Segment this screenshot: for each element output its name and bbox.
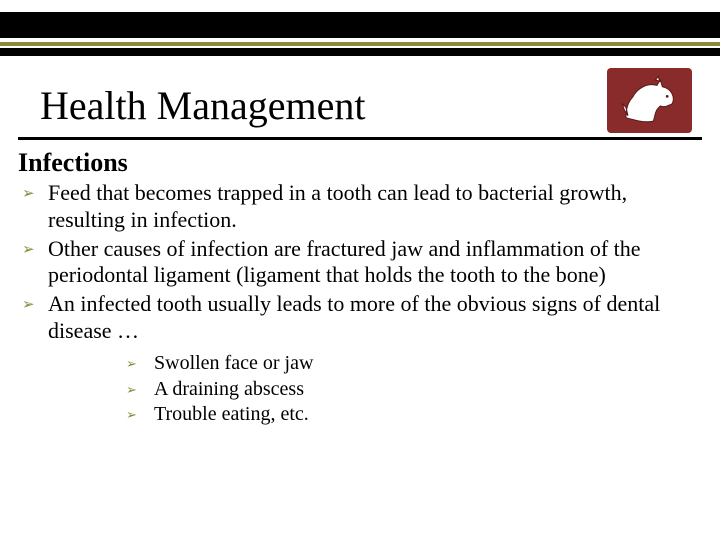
header-black-band-bottom: [0, 48, 720, 56]
title-underline: [18, 137, 702, 140]
main-bullet-list: ➢ Feed that becomes trapped in a tooth c…: [18, 180, 702, 345]
list-item: ➢ An infected tooth usually leads to mor…: [18, 291, 702, 345]
bullet-icon: ➢: [18, 291, 48, 314]
list-item: ➢ Trouble eating, etc.: [124, 402, 702, 428]
sub-bullet-list: ➢ Swollen face or jaw ➢ A draining absce…: [18, 351, 702, 428]
bullet-icon: ➢: [124, 377, 154, 399]
bullet-text: Feed that becomes trapped in a tooth can…: [48, 180, 702, 234]
bullet-text: Other causes of infection are fractured …: [48, 236, 702, 290]
list-item: ➢ A draining abscess: [124, 377, 702, 403]
bullet-icon: ➢: [124, 402, 154, 424]
list-item: ➢ Swollen face or jaw: [124, 351, 702, 377]
header-olive-divider: [0, 42, 720, 46]
slide-content: Infections ➢ Feed that becomes trapped i…: [18, 148, 702, 428]
section-heading: Infections: [18, 148, 702, 178]
sub-bullet-text: Swollen face or jaw: [154, 351, 313, 377]
bullet-icon: ➢: [18, 180, 48, 203]
bullet-text: An infected tooth usually leads to more …: [48, 291, 702, 345]
horse-icon: [615, 73, 685, 128]
sub-bullet-text: A draining abscess: [154, 377, 304, 403]
list-item: ➢ Feed that becomes trapped in a tooth c…: [18, 180, 702, 234]
sub-bullet-text: Trouble eating, etc.: [154, 402, 309, 428]
horse-logo: [607, 68, 692, 133]
slide-title: Health Management: [40, 82, 365, 129]
bullet-icon: ➢: [18, 236, 48, 259]
bullet-icon: ➢: [124, 351, 154, 373]
list-item: ➢ Other causes of infection are fracture…: [18, 236, 702, 290]
header-black-band-top: [0, 12, 720, 38]
